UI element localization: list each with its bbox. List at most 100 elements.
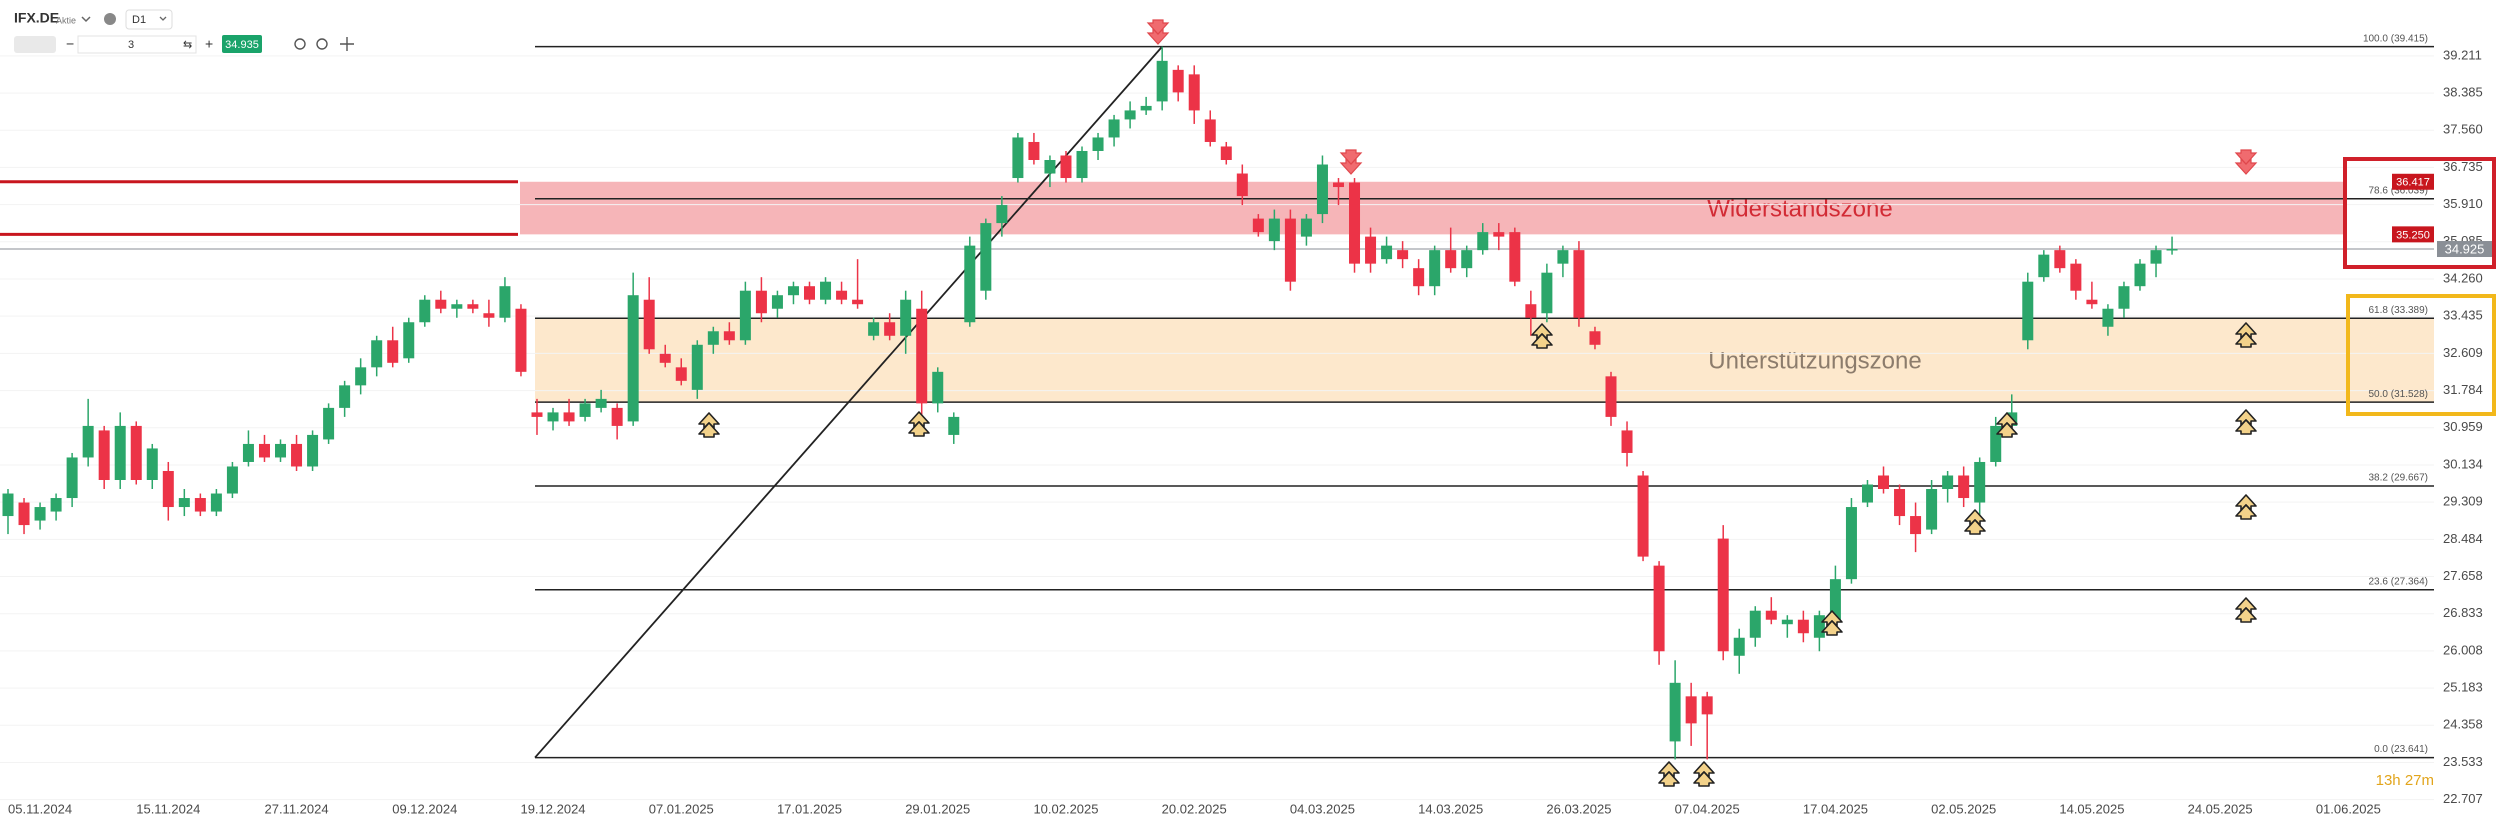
candle-body [932, 371, 944, 404]
candle-body [531, 412, 543, 417]
candle-body [291, 443, 303, 467]
candle-body [515, 308, 527, 372]
fib-label: 23.6 (27.364) [2369, 576, 2429, 587]
zones: Widerstandszone Unterstützungszone [520, 181, 2434, 403]
y-tick-label: 37.560 [2443, 122, 2483, 137]
lines: 100.0 (39.415) 78.6 (36.039) 61.8 (33.389)… [0, 33, 2434, 759]
candle-body [1685, 696, 1697, 724]
candle-body [595, 398, 607, 408]
zone-label: Unterstützungszone [1708, 348, 1921, 375]
x-tick-label: 10.02.2025 [1033, 801, 1098, 816]
trend-line [534, 46, 1163, 759]
candle-body [1188, 74, 1200, 111]
x-tick-label: 04.03.2025 [1290, 801, 1355, 816]
quantity: 3 [128, 39, 134, 51]
candle-body [34, 507, 46, 521]
candle-body [114, 425, 126, 480]
swap-icon[interactable]: ⇆ [183, 39, 192, 51]
candle-body [146, 448, 158, 480]
candle-body [1861, 484, 1873, 503]
x-tick-label: 26.03.2025 [1546, 801, 1611, 816]
y-tick-label: 39.211 [2443, 47, 2482, 62]
candle-body [307, 434, 319, 467]
x-tick-label: 24.05.2025 [2188, 801, 2253, 816]
y-tick-label: 23.533 [2443, 754, 2483, 769]
candle-body [1749, 610, 1761, 638]
candle-body [1573, 250, 1585, 318]
sell-box[interactable] [14, 36, 56, 53]
candle-body [1797, 619, 1809, 634]
minus-button[interactable]: − [66, 36, 74, 52]
candle-body [467, 304, 479, 309]
candle-body [643, 299, 655, 350]
fib-label: 38.2 (29.667) [2369, 473, 2429, 484]
symbol: IFX.DE [14, 10, 59, 26]
candle-body [1637, 475, 1649, 557]
candle-body [1878, 475, 1890, 490]
candle-body [675, 367, 687, 381]
resistance-box [2343, 157, 2496, 269]
x-tick-label: 19.12.2024 [520, 801, 585, 816]
buy-box[interactable] [222, 35, 262, 53]
x-tick-label: 07.04.2025 [1675, 801, 1740, 816]
candle-body [563, 412, 575, 422]
candle-body [916, 308, 928, 404]
info-icon[interactable] [104, 13, 116, 25]
candle-body [258, 443, 270, 458]
up-arrow [698, 412, 720, 438]
candle-body [1445, 250, 1457, 269]
candle-body [1268, 218, 1280, 242]
candle-body [323, 407, 335, 440]
candle-body [2038, 254, 2050, 278]
up-arrow [2235, 409, 2257, 435]
candle-body [771, 295, 783, 309]
candle-body [403, 322, 415, 359]
x-tick-label: 14.03.2025 [1418, 801, 1483, 816]
candle-body [852, 299, 864, 305]
candle-body [948, 416, 960, 435]
plus-button[interactable]: + [205, 36, 213, 52]
candle-body [1974, 461, 1986, 503]
candle-body [1108, 119, 1120, 138]
dropdown-icon[interactable] [81, 16, 91, 23]
candle-body [980, 223, 992, 291]
y-tick-label: 22.707 [2443, 791, 2483, 806]
zone [520, 181, 2345, 235]
y-tick-label: 31.784 [2443, 382, 2483, 397]
up-arrow [1693, 761, 1715, 787]
crosshair-icon[interactable] [340, 37, 354, 51]
dropdown-icon[interactable] [159, 16, 167, 21]
price-tag-label: 36.417 [2396, 177, 2430, 189]
kind: Aktie [56, 15, 76, 25]
candle-body [579, 403, 591, 417]
candle-body [451, 304, 463, 309]
candle-body [1076, 150, 1088, 179]
x-tick-label: 17.01.2025 [777, 801, 842, 816]
candle-body [1413, 268, 1425, 287]
candle-body [1381, 245, 1393, 260]
candle-body [1124, 110, 1136, 120]
candle-body [98, 430, 110, 480]
candle-body [210, 493, 222, 512]
zoom-out[interactable] [294, 38, 306, 50]
candle-body [1252, 218, 1264, 233]
candle-body [787, 286, 799, 296]
candle-body [1942, 475, 1954, 490]
candle-body [996, 205, 1008, 224]
y-tick-label: 35.910 [2443, 196, 2483, 211]
quantity-input[interactable] [77, 35, 197, 54]
candle-body [1926, 489, 1938, 530]
candle-body [659, 353, 671, 363]
candle-body [1349, 182, 1361, 264]
candle-body [1140, 105, 1152, 111]
candle-body [1717, 538, 1729, 652]
zoom-in[interactable] [316, 38, 328, 50]
timeframe-select[interactable] [125, 9, 173, 30]
grid [0, 55, 2434, 801]
y-tick-label: 26.833 [2443, 605, 2483, 620]
candle-body [1332, 182, 1344, 188]
fib-label: 100.0 (39.415) [2363, 33, 2428, 44]
y-tick-label: 34.260 [2443, 270, 2483, 285]
fib-label: 0.0 (23.641) [2374, 744, 2428, 755]
price-tag-label: 35.250 [2396, 229, 2430, 241]
